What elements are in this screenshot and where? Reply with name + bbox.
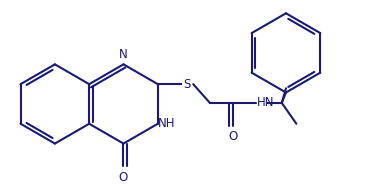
Text: HN: HN	[257, 96, 274, 109]
Text: S: S	[183, 78, 191, 91]
Text: O: O	[119, 171, 128, 184]
Text: N: N	[119, 48, 128, 61]
Text: O: O	[228, 130, 238, 143]
Text: NH: NH	[158, 117, 175, 130]
